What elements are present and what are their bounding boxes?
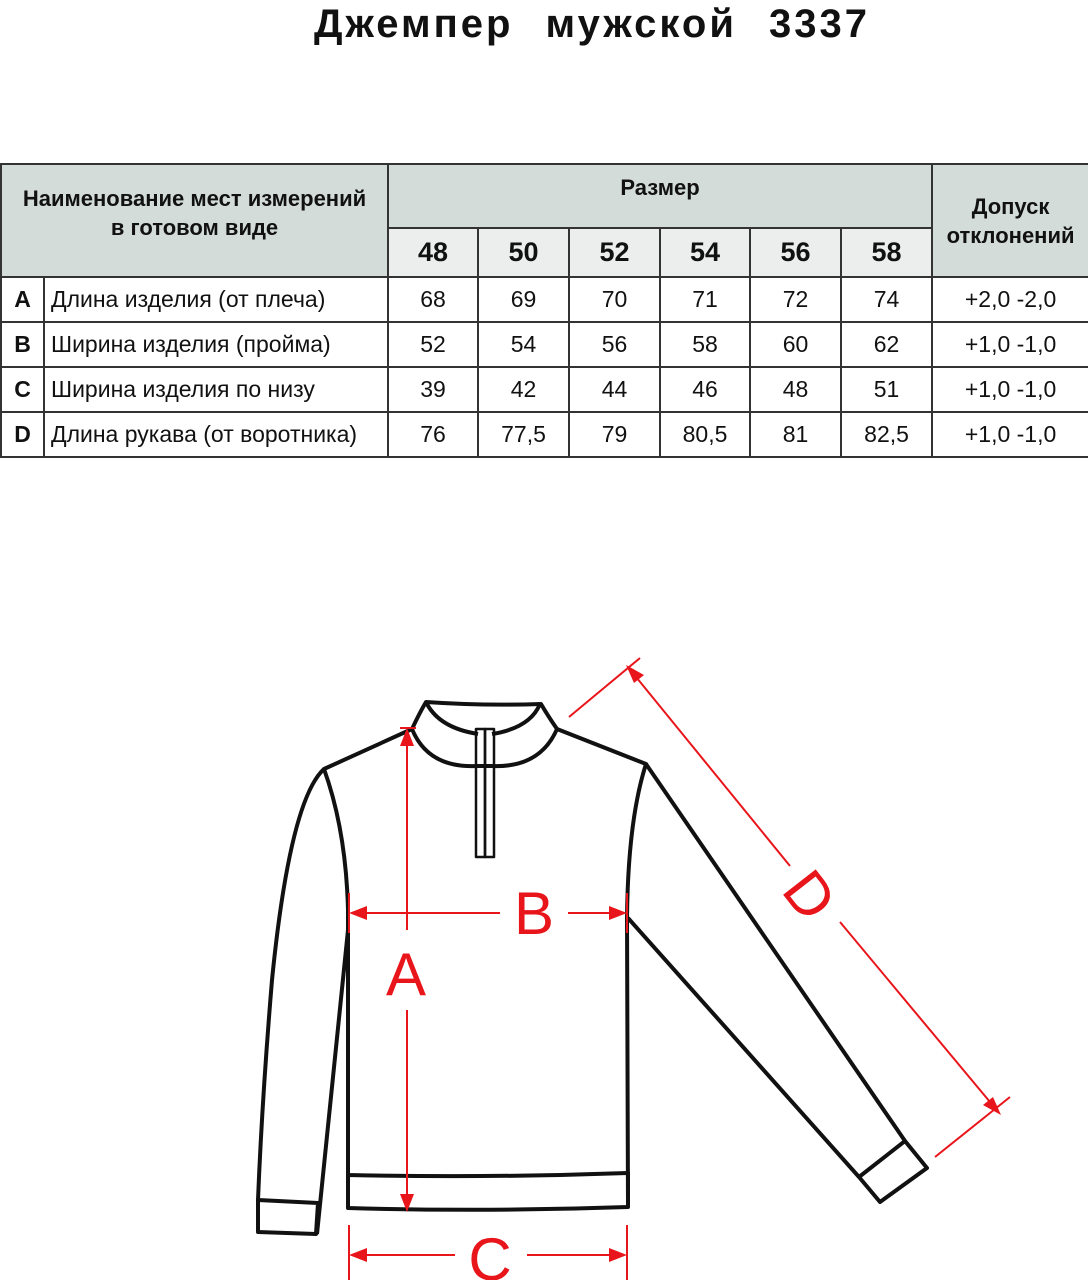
row-value: 39 <box>387 366 480 413</box>
row-value: 44 <box>568 366 662 413</box>
size-48: 48 <box>387 227 480 278</box>
row-value: 58 <box>659 321 752 368</box>
row-value: 42 <box>477 366 571 413</box>
label-c: C <box>468 1226 511 1280</box>
label-b: B <box>514 880 554 947</box>
header-line: отклонений <box>946 222 1075 248</box>
row-value: 62 <box>840 321 934 368</box>
size-header: Размер <box>387 163 934 229</box>
table-row: A Длина изделия (от плеча) 68 69 70 71 72 74 +2,… <box>0 276 1088 323</box>
row-value: 82,5 <box>840 411 934 458</box>
row-value: 77,5 <box>477 411 571 458</box>
table-row: D Длина рукава (от воротника) 76 77,5 79 80,5… <box>0 411 1088 458</box>
header-line: Наименование мест измерений <box>22 185 367 211</box>
row-letter: C <box>0 366 45 413</box>
label-d: D <box>770 858 849 933</box>
size-58: 58 <box>840 227 934 278</box>
row-value: 74 <box>840 276 934 323</box>
size-table: Наименование мест измерений в готовом ви… <box>0 163 1088 458</box>
row-name: Ширина изделия (пройма) <box>42 321 390 368</box>
size-54: 54 <box>659 227 752 278</box>
row-value: 80,5 <box>659 411 752 458</box>
row-value: 48 <box>749 366 843 413</box>
row-tolerance: +1,0 -1,0 <box>931 411 1088 458</box>
row-value: 70 <box>568 276 662 323</box>
header-line: Допуск <box>971 193 1050 219</box>
row-value: 56 <box>568 321 662 368</box>
sweater-outline <box>256 700 929 1236</box>
row-value: 51 <box>840 366 934 413</box>
row-value: 46 <box>659 366 752 413</box>
row-value: 69 <box>477 276 571 323</box>
measurement-name-header: Наименование мест измерений в готовом ви… <box>0 163 390 278</box>
row-value: 72 <box>749 276 843 323</box>
dimension-labels: A B C D <box>386 858 849 1280</box>
row-letter: D <box>0 411 45 458</box>
row-value: 76 <box>387 411 480 458</box>
header-line: в готовом виде <box>110 214 279 240</box>
size-52: 52 <box>568 227 662 278</box>
row-name: Ширина изделия по низу <box>42 366 390 413</box>
table-row: C Ширина изделия по низу 39 42 44 46 48 51 +1,0 … <box>0 366 1088 413</box>
row-value: 54 <box>477 321 571 368</box>
size-50: 50 <box>477 227 571 278</box>
label-a: A <box>386 941 426 1008</box>
row-value: 81 <box>749 411 843 458</box>
row-letter: A <box>0 276 45 323</box>
row-value: 68 <box>387 276 480 323</box>
dimension-lines <box>348 657 1011 1280</box>
table-row: B Ширина изделия (пройма) 52 54 56 58 60 62 +1,0… <box>0 321 1088 368</box>
row-value: 79 <box>568 411 662 458</box>
row-name: Длина изделия (от плеча) <box>42 276 390 323</box>
row-letter: B <box>0 321 45 368</box>
row-tolerance: +1,0 -1,0 <box>931 366 1088 413</box>
tolerance-header: Допуск отклонений <box>931 163 1088 278</box>
row-tolerance: +2,0 -2,0 <box>931 276 1088 323</box>
row-value: 52 <box>387 321 480 368</box>
size-56: 56 <box>749 227 843 278</box>
row-value: 71 <box>659 276 752 323</box>
row-value: 60 <box>749 321 843 368</box>
row-name: Длина рукава (от воротника) <box>42 411 390 458</box>
page-title: Джемпер мужской 3337 <box>313 2 871 46</box>
